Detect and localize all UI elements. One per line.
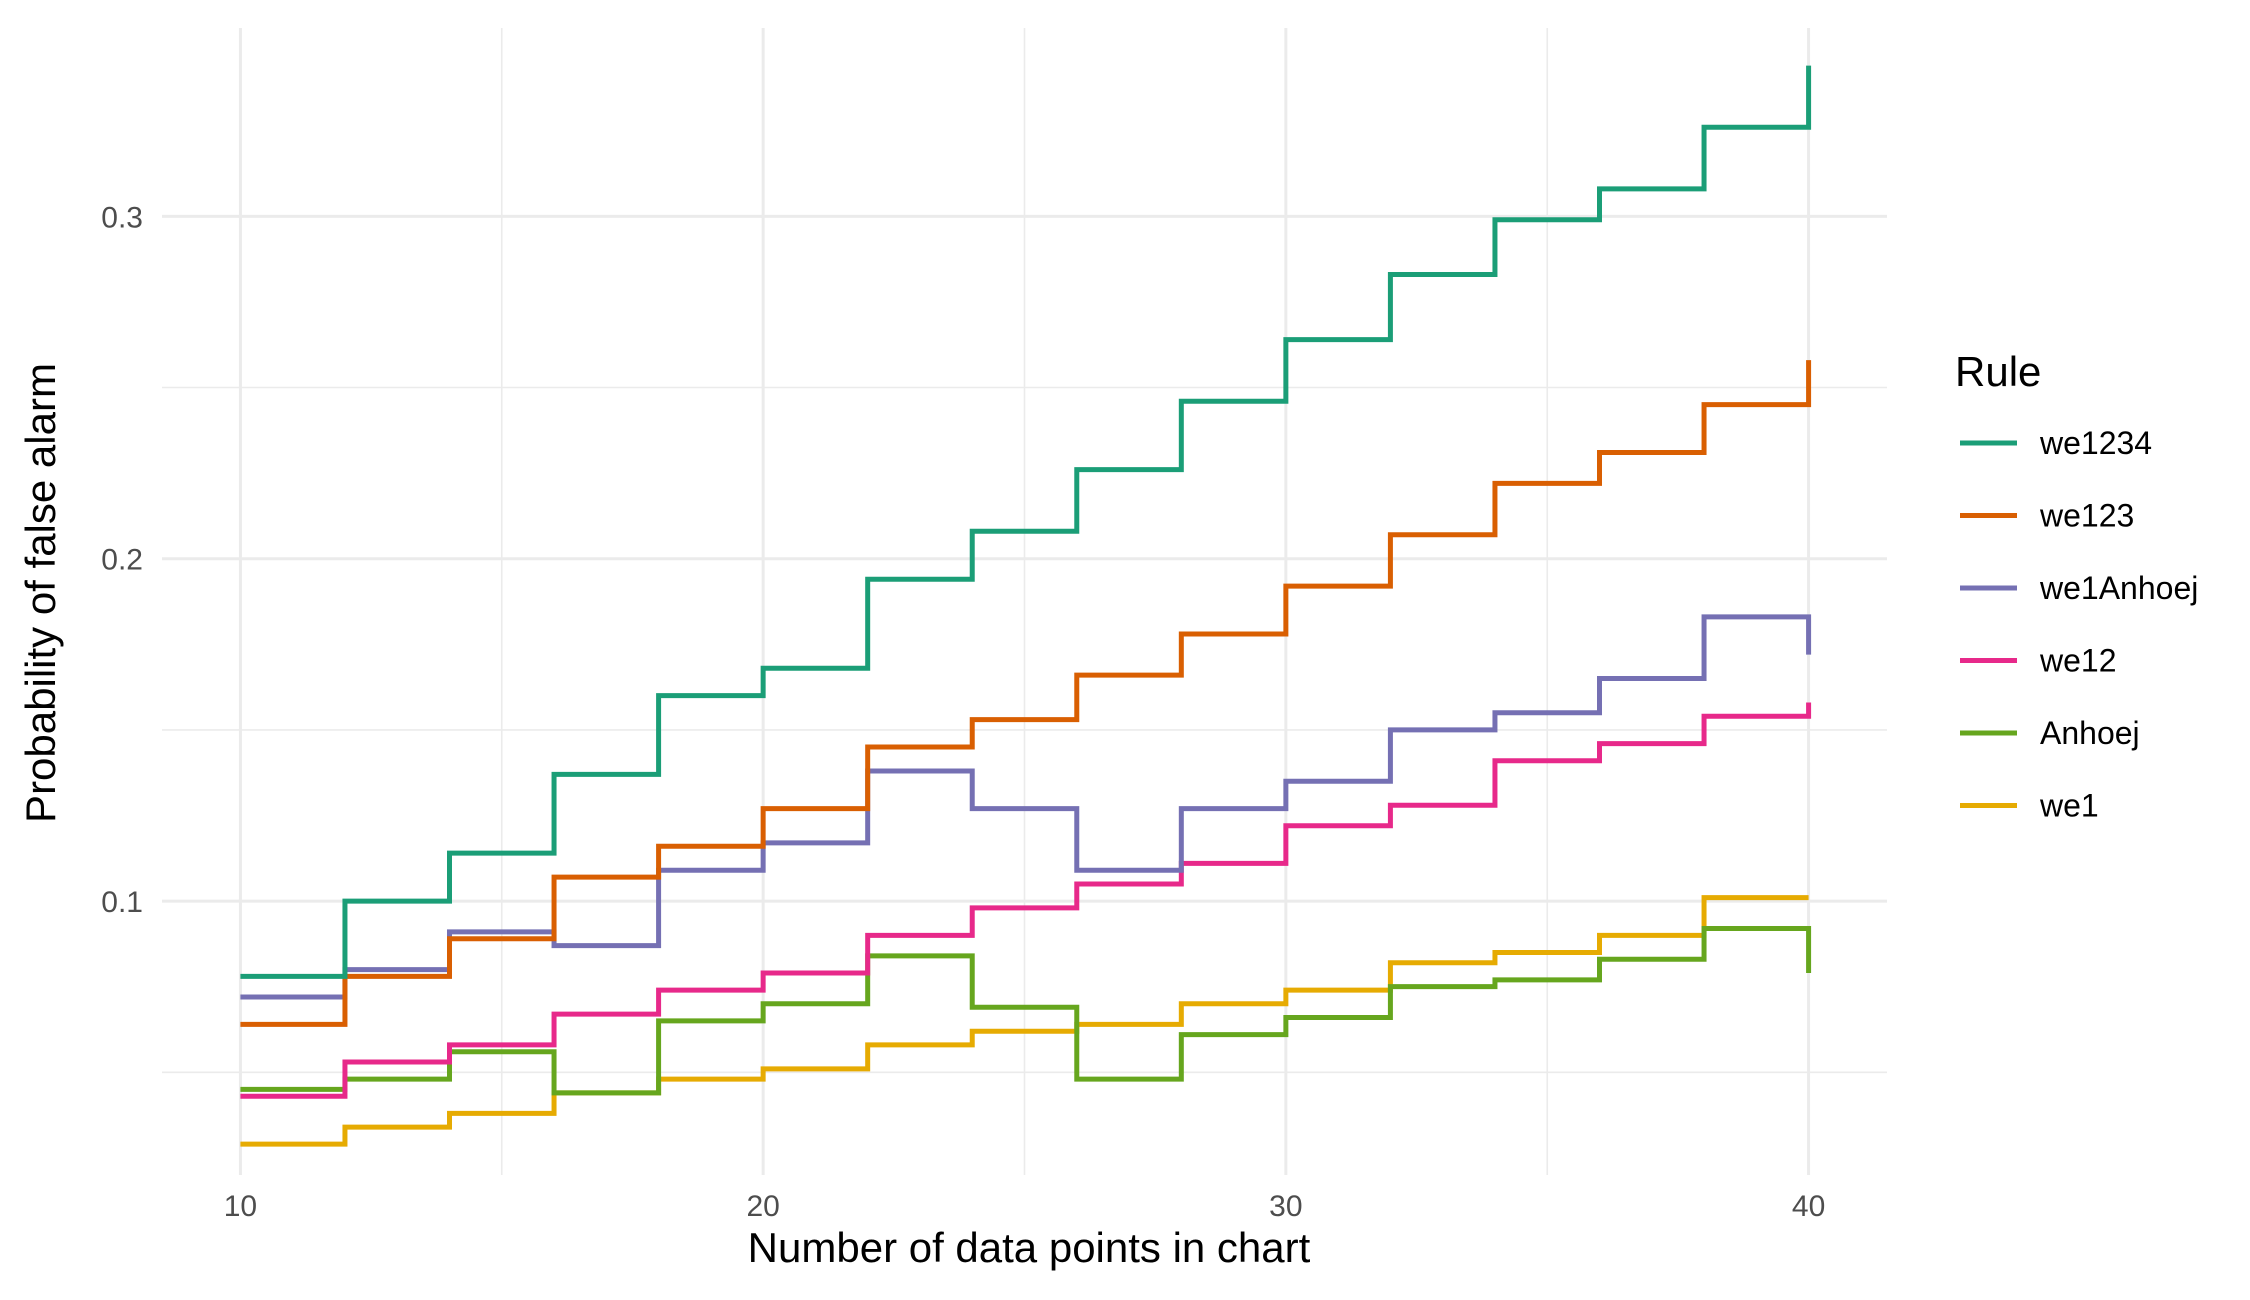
series-line-we12 <box>240 702 1812 1099</box>
y-axis-ticks: 0.1 0.2 0.3 <box>101 201 143 919</box>
y-tick-label: 0.2 <box>101 544 143 577</box>
y-tick-label: 0.3 <box>101 201 143 234</box>
legend-label-anhoej: Anhoej <box>2040 715 2140 751</box>
y-axis-title: Probability of false alarm <box>17 363 64 823</box>
legend-title: Rule <box>1955 348 2041 395</box>
legend-items: we1234 we123 we1Anhoej we12 Anhoej we1 <box>1960 425 2198 824</box>
legend-label-we12: we12 <box>2039 643 2117 679</box>
legend-label-we1234: we1234 <box>2039 425 2152 461</box>
series-line-we1 <box>240 895 1809 1147</box>
y-tick-label: 0.1 <box>101 886 143 919</box>
x-axis-ticks: 10 20 30 40 <box>224 1190 1826 1223</box>
x-tick-label: 40 <box>1792 1190 1825 1223</box>
x-axis-title: Number of data points in chart <box>748 1224 1311 1271</box>
series-layer <box>240 65 1812 1147</box>
x-tick-label: 20 <box>746 1190 779 1223</box>
legend-label-we1anhoej: we1Anhoej <box>2039 570 2198 606</box>
legend-label-we123: we123 <box>2039 498 2134 534</box>
x-tick-label: 10 <box>224 1190 257 1223</box>
legend: Rule we1234 we123 we1Anhoej we12 Anhoej we1 <box>1955 348 2198 824</box>
legend-label-we1: we1 <box>2039 788 2099 824</box>
series-line-anhoej <box>240 925 1812 1096</box>
x-tick-label: 30 <box>1269 1190 1302 1223</box>
grid-minor <box>162 28 1887 1175</box>
series-line-we123 <box>240 360 1812 1027</box>
series-line-we1234 <box>240 65 1812 979</box>
